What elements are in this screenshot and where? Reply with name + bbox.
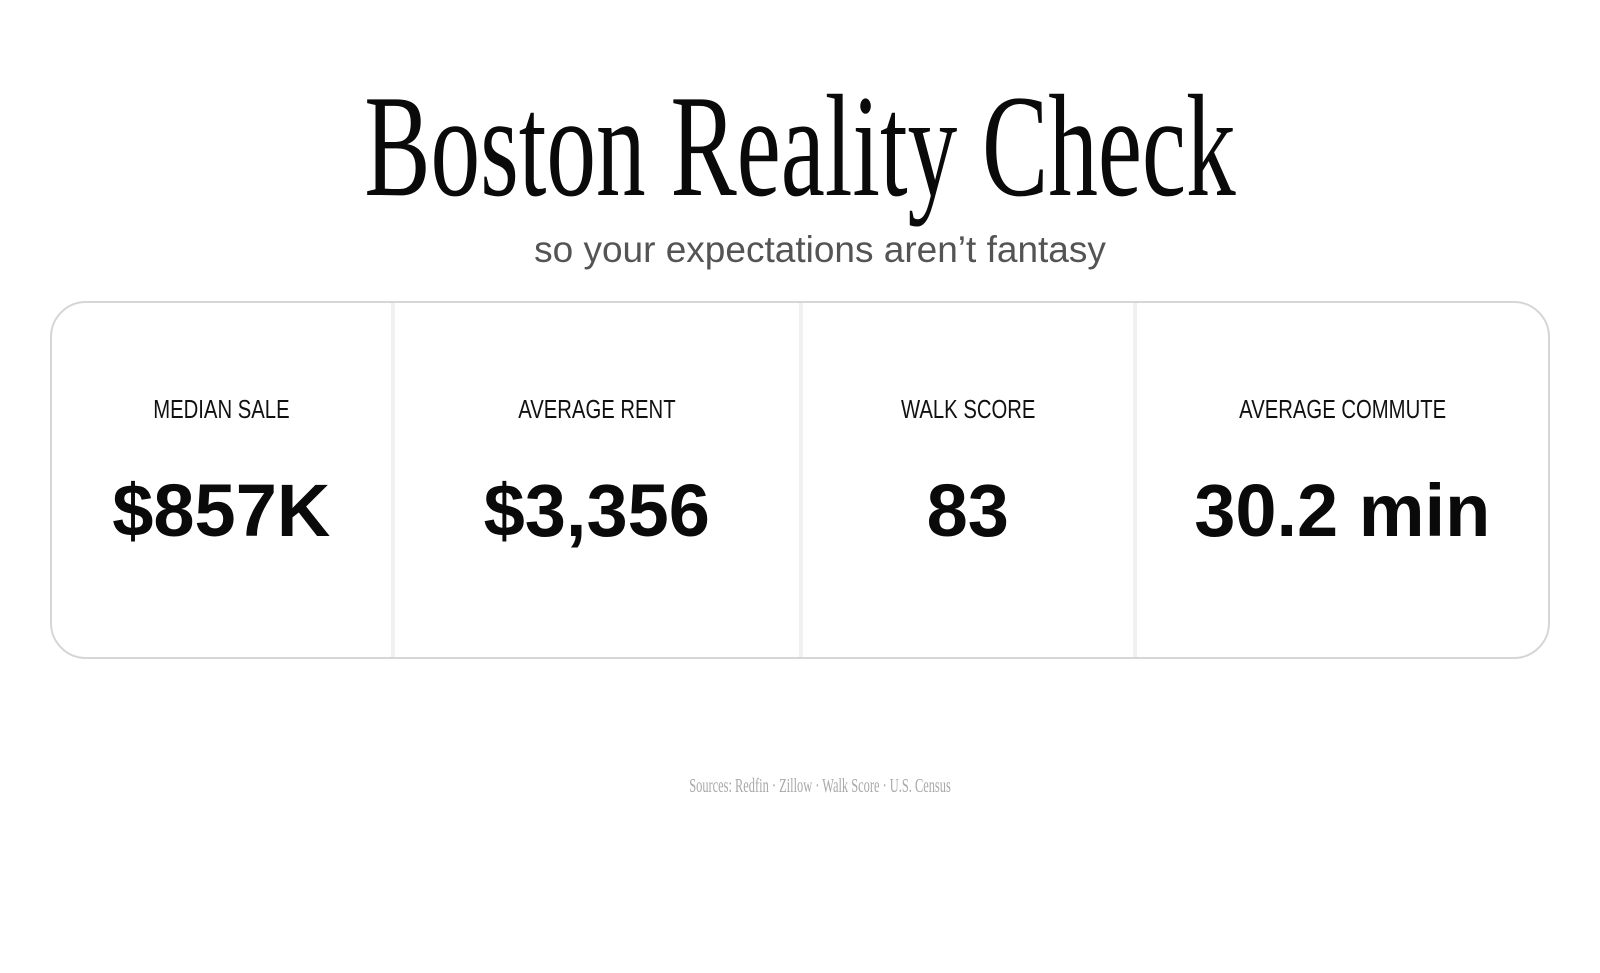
- stat-card-average-rent: AVERAGE RENT $3,356: [395, 303, 803, 657]
- stat-label-average-rent: AVERAGE RENT: [518, 394, 676, 424]
- stat-label-median-sale: MEDIAN SALE: [153, 394, 290, 424]
- page-title: Boston Reality Check: [364, 65, 1236, 227]
- stats-panel: MEDIAN SALE $857K AVERAGE RENT $3,356 WA…: [50, 301, 1550, 659]
- stat-card-walk-score: WALK SCORE 83: [803, 303, 1137, 657]
- stat-card-average-commute: AVERAGE COMMUTE 30.2 min: [1137, 303, 1548, 657]
- stat-label-average-commute: AVERAGE COMMUTE: [1238, 394, 1446, 424]
- stat-value-walk-score: 83: [926, 469, 1009, 552]
- header: Boston Reality Check so your expectation…: [0, 73, 1600, 268]
- page-subtitle: so your expectations aren’t fantasy: [534, 229, 1106, 270]
- stat-value-average-rent: $3,356: [483, 469, 710, 552]
- stat-card-median-sale: MEDIAN SALE $857K: [52, 303, 395, 657]
- stat-value-average-commute: 30.2 min: [1194, 469, 1491, 552]
- stat-label-walk-score: WALK SCORE: [900, 394, 1036, 424]
- stat-value-median-sale: $857K: [112, 469, 331, 552]
- sources-footnote: Sources: Redfin · Zillow · Walk Score · …: [689, 775, 951, 797]
